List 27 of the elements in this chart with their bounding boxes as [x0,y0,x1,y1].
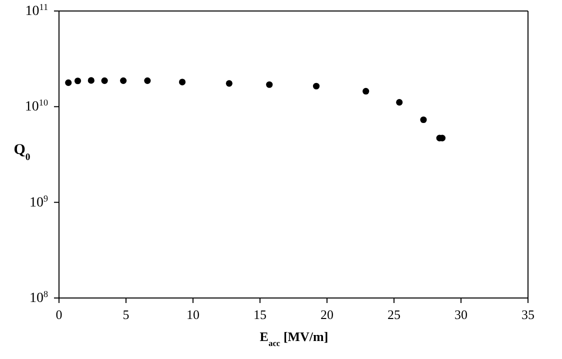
x-tick-label: 10 [186,307,200,322]
point [88,77,94,84]
point [178,78,186,86]
point [420,116,427,124]
x-tick-label: 5 [122,307,130,322]
x-tick-label: 15 [254,307,266,322]
point [74,78,82,84]
point [65,79,72,86]
y-tick-label: 10$^{10}$ [24,98,48,115]
x-tick-label: 20 [320,307,334,322]
point [266,81,273,88]
point [362,88,370,95]
y-tick-label: 10$^{11}$ [25,2,48,19]
point [396,99,403,106]
y-tick-label: 10$^{8}$ [29,289,48,306]
point [144,77,151,84]
x-tick-label: 25 [388,307,400,322]
x-tick-label: 30 [454,307,468,322]
y-axis-title: Q$_{0}$ [14,142,30,162]
point [226,80,232,87]
x-tick-label: 0 [56,307,62,322]
x-tick-label: 35 [522,307,534,322]
point [101,77,108,84]
point [120,77,127,84]
y-tick-label: 10$^{9}$ [29,193,48,210]
x-axis-title: E$_{acc}$ [MV/m] [260,329,328,348]
point [312,82,320,90]
